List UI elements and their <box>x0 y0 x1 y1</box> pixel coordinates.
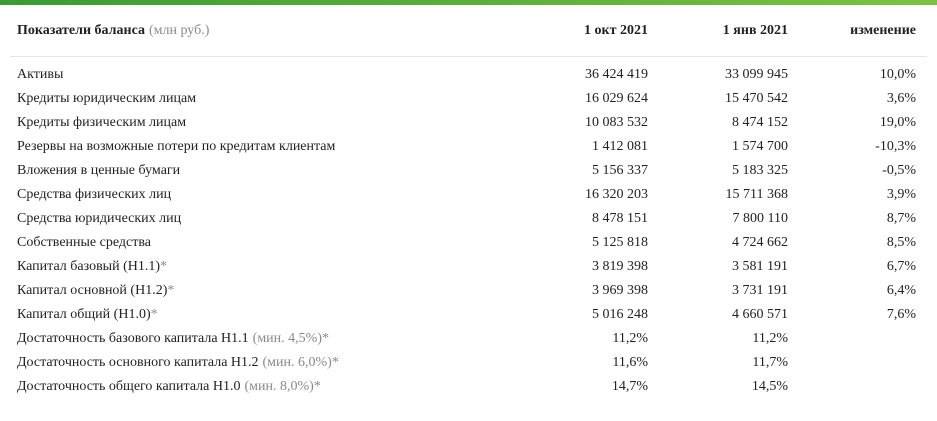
row-label-cell: Достаточность базового капитала Н1.1 (мин… <box>17 330 329 348</box>
row-value: 11,2% <box>612 331 648 346</box>
row-note: * <box>150 307 158 322</box>
row-value: 11,2% <box>752 331 788 346</box>
row-label-cell: Кредиты физическим лицам <box>17 114 186 132</box>
row-label-cell: Капитал общий (Н1.0)* <box>17 306 158 324</box>
row-label: Кредиты юридическим лицам <box>17 91 197 106</box>
row-label: Собственные средства <box>17 235 151 250</box>
row-label-cell: Собственные средства <box>17 234 151 252</box>
row-value: 5 156 337 <box>592 163 648 178</box>
row-value: 10 083 532 <box>585 115 648 130</box>
row-value: 6,7% <box>886 259 916 274</box>
row-note: (мин. 8,0%)* <box>244 379 321 394</box>
row-value: 6,4% <box>886 283 916 298</box>
row-label: Достаточность общего капитала Н1.0 <box>17 379 241 394</box>
column-header: 1 окт 2021 <box>584 23 648 38</box>
row-label: Средства физических лиц <box>17 187 172 202</box>
row-label-cell: Капитал базовый (Н1.1)* <box>17 258 167 276</box>
row-value: 3 969 398 <box>592 283 648 298</box>
row-value: 11,6% <box>612 355 648 370</box>
row-label-cell: Резервы на возможные потери по кредитам … <box>17 138 335 156</box>
row-value: 36 424 419 <box>585 67 648 82</box>
row-note: * <box>167 283 175 298</box>
row-value: 1 574 700 <box>732 139 788 154</box>
row-value: 5 183 325 <box>732 163 788 178</box>
row-label: Вложения в ценные бумаги <box>17 163 181 178</box>
row-value: 19,0% <box>879 115 916 130</box>
unit: (млн руб.) <box>148 23 210 38</box>
row-label-cell: Средства физических лиц <box>17 186 171 204</box>
row-value: 15 470 542 <box>725 91 788 106</box>
row-label: Активы <box>17 67 64 82</box>
row-value: 3 731 191 <box>732 283 788 298</box>
row-label: Капитал общий (Н1.0) <box>17 307 151 322</box>
row-value: 8,7% <box>886 211 916 226</box>
row-note: (мин. 6,0%)* <box>262 355 339 370</box>
row-value: 3,6% <box>886 91 916 106</box>
row-value: 1 412 081 <box>592 139 648 154</box>
table-title-cell: Показатели баланса (млн руб.) <box>17 22 209 40</box>
row-value: 8,5% <box>886 235 916 250</box>
top-bar <box>0 0 937 5</box>
row-label: Средства юридических лиц <box>17 211 182 226</box>
row-value: 4 660 571 <box>732 307 788 322</box>
row-value: 33 099 945 <box>725 67 788 82</box>
row-label-cell: Активы <box>17 66 63 84</box>
column-header: 1 янв 2021 <box>722 23 788 38</box>
row-label: Капитал основной (Н1.2) <box>17 283 168 298</box>
row-value: 8 474 152 <box>732 115 788 130</box>
row-value: -0,5% <box>882 163 916 178</box>
row-value: 14,5% <box>751 379 788 394</box>
row-value: 14,7% <box>611 379 648 394</box>
row-label-cell: Средства юридических лиц <box>17 210 181 228</box>
row-value: -10,3% <box>875 139 916 154</box>
row-label-cell: Достаточность основного капитала Н1.2 (ми… <box>17 354 339 372</box>
column-header: изменение <box>850 23 916 38</box>
header-rule <box>10 56 927 57</box>
row-value: 10,0% <box>879 67 916 82</box>
row-label: Кредиты физическим лицам <box>17 115 187 130</box>
row-value: 7 800 110 <box>732 211 788 226</box>
row-label-cell: Кредиты юридическим лицам <box>17 90 196 108</box>
row-value: 3 819 398 <box>592 259 648 274</box>
row-value: 3 581 191 <box>732 259 788 274</box>
row-label: Капитал базовый (Н1.1) <box>17 259 161 274</box>
row-value: 4 724 662 <box>732 235 788 250</box>
row-value: 16 320 203 <box>585 187 648 202</box>
row-note: (мин. 4,5%)* <box>252 331 329 346</box>
row-label-cell: Вложения в ценные бумаги <box>17 162 180 180</box>
row-value: 8 478 151 <box>592 211 648 226</box>
row-value: 11,7% <box>752 355 788 370</box>
row-label: Резервы на возможные потери по кредитам … <box>17 139 336 154</box>
table-title: Показатели баланса <box>17 23 145 38</box>
row-label: Достаточность основного капитала Н1.2 <box>17 355 259 370</box>
row-value: 5 125 818 <box>592 235 648 250</box>
row-value: 7,6% <box>886 307 916 322</box>
row-label-cell: Капитал основной (Н1.2)* <box>17 282 174 300</box>
row-label: Достаточность базового капитала Н1.1 <box>17 331 249 346</box>
row-note: * <box>160 259 168 274</box>
row-value: 3,9% <box>886 187 916 202</box>
row-value: 16 029 624 <box>585 91 648 106</box>
row-value: 5 016 248 <box>592 307 648 322</box>
row-label-cell: Достаточность общего капитала Н1.0 (мин. … <box>17 378 321 396</box>
row-value: 15 711 368 <box>725 187 788 202</box>
